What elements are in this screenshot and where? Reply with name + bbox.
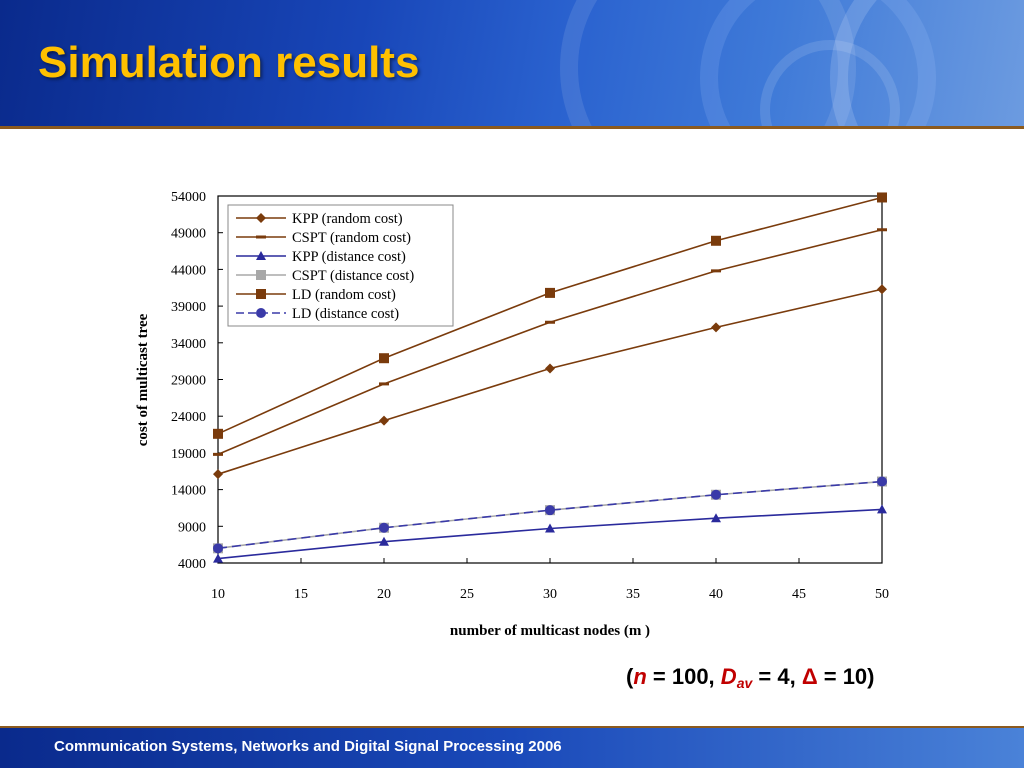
param-n-symbol: n [633, 664, 647, 689]
legend-label: LD (random cost) [292, 287, 396, 303]
legend-marker [256, 213, 266, 223]
data-point [711, 269, 721, 273]
data-point [711, 513, 721, 523]
data-point [213, 553, 223, 563]
data-point [877, 504, 887, 514]
data-point [545, 320, 555, 324]
params-open-paren: ( [626, 664, 634, 689]
slide-footer: Communication Systems, Networks and Digi… [0, 728, 1024, 768]
legend-marker [256, 235, 266, 239]
legend-box [227, 204, 454, 327]
x-tick-label: 30 [543, 587, 557, 602]
header-divider [0, 126, 1024, 129]
param-d-subscript: av [736, 675, 753, 691]
legend-label: KPP (random cost) [292, 211, 403, 227]
x-tick-label: 45 [792, 587, 806, 602]
data-point [213, 543, 223, 554]
data-point [379, 382, 389, 386]
y-tick-label: 9000 [178, 520, 206, 535]
y-tick-label: 29000 [171, 374, 206, 389]
data-point [711, 489, 721, 500]
data-point [545, 287, 555, 298]
x-axis-label: number of multicast nodes (m ) [450, 623, 650, 639]
simulation-parameters: (n = 100, Dav = 4, Δ = 10) [626, 664, 875, 691]
slide-header: Simulation results [0, 0, 1024, 126]
data-point [213, 428, 223, 439]
legend-marker [256, 251, 266, 260]
data-point [877, 476, 887, 487]
x-tick-label: 10 [211, 587, 225, 602]
data-point [545, 505, 555, 516]
data-point [877, 192, 887, 203]
params-close-paren: ) [867, 664, 875, 689]
legend-label: KPP (distance cost) [292, 249, 406, 265]
data-point [379, 415, 389, 426]
legend-marker [256, 270, 266, 280]
data-point [213, 452, 223, 456]
x-tick-label: 20 [377, 587, 391, 602]
slide-title: Simulation results [38, 38, 420, 87]
y-tick-label: 14000 [171, 484, 206, 499]
y-tick-label: 19000 [171, 447, 206, 462]
legend-label: LD (distance cost) [292, 306, 399, 322]
data-point [379, 353, 389, 364]
x-tick-label: 35 [626, 587, 640, 602]
data-point [213, 469, 223, 480]
footer-text: Communication Systems, Networks and Digi… [54, 738, 562, 755]
x-tick-label: 15 [294, 587, 308, 602]
param-d-symbol: D [720, 664, 737, 689]
param-n-value: = 100, [646, 664, 721, 689]
param-delta-symbol: Δ [801, 664, 818, 689]
legend-label: CSPT (distance cost) [292, 268, 414, 284]
data-point [711, 322, 721, 333]
data-point [877, 228, 887, 232]
data-point [545, 523, 555, 533]
data-point [877, 284, 887, 295]
y-tick-label: 24000 [171, 410, 206, 425]
y-axis-label: cost of multicast tree [135, 313, 151, 446]
data-point [711, 235, 721, 246]
legend-label: CSPT (random cost) [292, 230, 411, 246]
y-tick-label: 44000 [171, 263, 206, 278]
legend-marker [256, 308, 266, 318]
data-point [545, 363, 555, 374]
y-tick-label: 49000 [171, 227, 206, 242]
y-tick-label: 4000 [178, 557, 206, 572]
y-tick-label: 39000 [171, 300, 206, 315]
param-d-value: = 4, [752, 664, 802, 689]
data-point [379, 536, 389, 546]
y-tick-label: 34000 [171, 337, 206, 352]
legend-marker [256, 289, 266, 299]
y-tick-label: 54000 [171, 190, 206, 205]
x-tick-label: 40 [709, 587, 723, 602]
param-delta-value: = 10 [817, 664, 868, 689]
x-tick-label: 25 [460, 587, 474, 602]
x-tick-label: 50 [875, 587, 889, 602]
footer-divider [0, 726, 1024, 728]
data-point [379, 522, 389, 533]
